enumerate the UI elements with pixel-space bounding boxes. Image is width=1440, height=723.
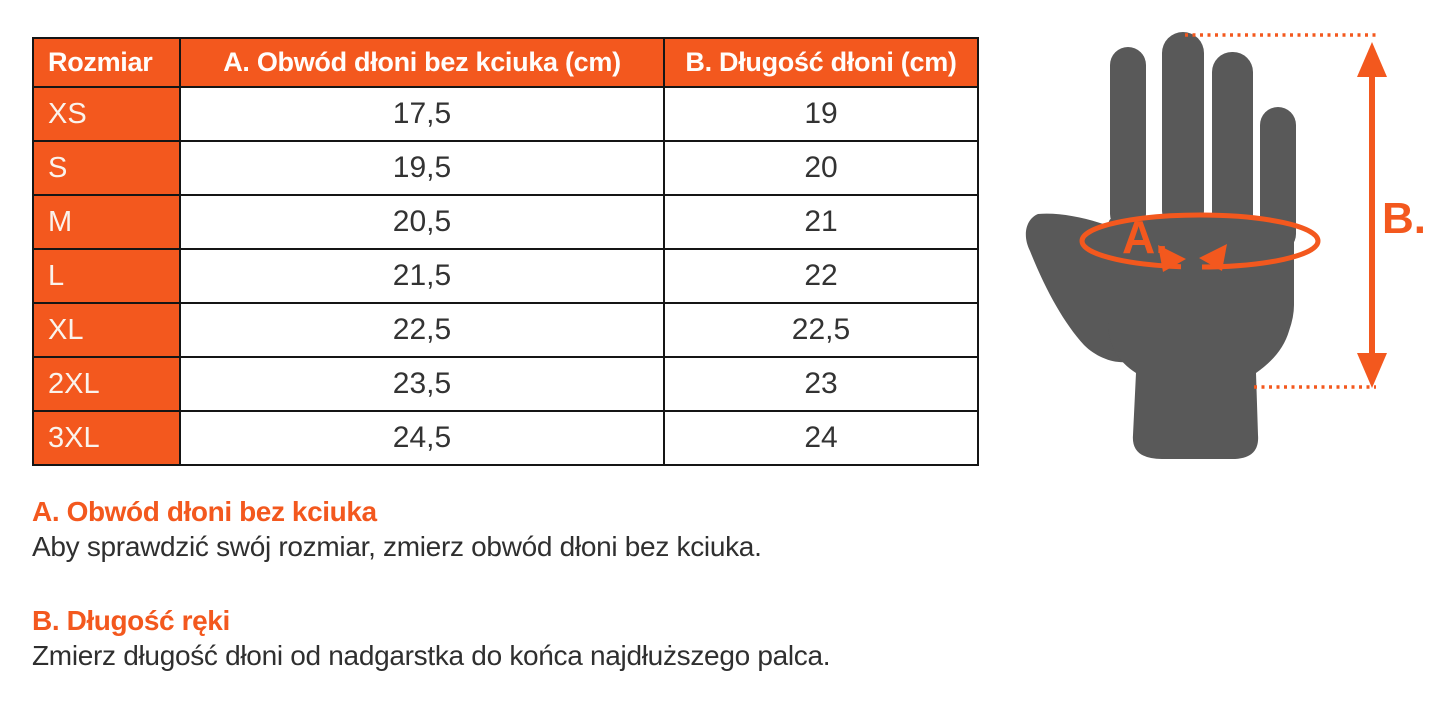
arrowhead-right-icon: [1158, 245, 1186, 272]
length-value: 22: [663, 248, 979, 304]
table-header-row: Rozmiar A. Obwód dłoni bez kciuka (cm) B…: [32, 37, 979, 88]
measurement-a-heading: A. Obwód dłoni bez kciuka: [32, 496, 377, 527]
table-row-xs: XS 17,5 19: [32, 86, 979, 142]
length-value: 19: [663, 86, 979, 142]
measurement-a-description: Aby sprawdzić swój rozmiar, zmierz obwód…: [32, 531, 762, 562]
size-cell: XL: [32, 302, 181, 358]
header-cell-length: B. Długość dłoni (cm): [663, 37, 979, 88]
table-row-2xl: 2XL 23,5 23: [32, 356, 979, 412]
arrowhead-left-icon: [1199, 244, 1227, 271]
measurement-b-heading: B. Długość ręki: [32, 605, 230, 636]
circumference-value: 21,5: [179, 248, 665, 304]
arrowhead-up-icon: [1357, 42, 1387, 77]
size-cell: M: [32, 194, 181, 250]
measurement-b-description: Zmierz długość dłoni od nadgarstka do ko…: [32, 640, 831, 671]
table-row-l: L 21,5 22: [32, 248, 979, 304]
size-cell: XS: [32, 86, 181, 142]
length-value: 20: [663, 140, 979, 196]
size-cell: 2XL: [32, 356, 181, 412]
circumference-measure-a: A.: [1079, 211, 1321, 272]
hand-silhouette-icon: [1025, 32, 1296, 459]
circumference-value: 17,5: [179, 86, 665, 142]
table-row-3xl: 3XL 24,5 24: [32, 410, 979, 466]
length-value: 21: [663, 194, 979, 250]
circumference-value: 20,5: [179, 194, 665, 250]
table-row-xl: XL 22,5 22,5: [32, 302, 979, 358]
circumference-value: 19,5: [179, 140, 665, 196]
size-cell: L: [32, 248, 181, 304]
table-row-m: M 20,5 21: [32, 194, 979, 250]
length-measure-b: B.: [1185, 33, 1426, 389]
hand-measurement-diagram: A. B.: [1025, 32, 1426, 459]
arrowhead-down-icon: [1357, 353, 1387, 388]
size-cell: S: [32, 140, 181, 196]
length-value: 23: [663, 356, 979, 412]
header-cell-size: Rozmiar: [32, 37, 181, 88]
circumference-value: 22,5: [179, 302, 665, 358]
table-row-s: S 19,5 20: [32, 140, 979, 196]
ellipse-gap-mask: [1181, 255, 1202, 272]
circumference-value: 24,5: [179, 410, 665, 466]
length-value: 22,5: [663, 302, 979, 358]
measure-b-label: B.: [1382, 194, 1426, 243]
circumference-value: 23,5: [179, 356, 665, 412]
header-cell-circumference: A. Obwód dłoni bez kciuka (cm): [179, 37, 665, 88]
length-value: 24: [663, 410, 979, 466]
measure-a-label: A.: [1122, 211, 1168, 263]
size-cell: 3XL: [32, 410, 181, 466]
glove-size-table: Rozmiar A. Obwód dłoni bez kciuka (cm) B…: [32, 37, 979, 466]
